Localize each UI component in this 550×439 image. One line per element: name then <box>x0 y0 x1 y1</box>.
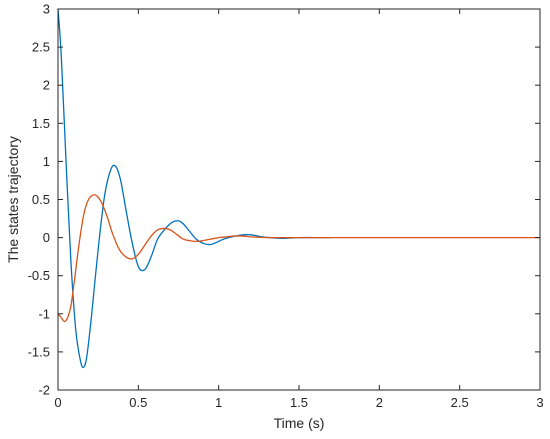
y-tick-label: 3 <box>43 2 50 17</box>
x-tick-label: 3 <box>536 395 543 410</box>
x-tick-label: 2.5 <box>451 395 469 410</box>
x-tick-label: 2 <box>376 395 383 410</box>
series-layer <box>57 8 540 369</box>
x-tick-label: 0 <box>54 395 61 410</box>
y-tick-label: -1 <box>38 306 50 321</box>
y-tick-label: 0.5 <box>32 192 50 207</box>
y-tick-label: 1 <box>43 154 50 169</box>
series-line-2 <box>57 194 540 323</box>
y-tick-label: -2 <box>38 383 50 398</box>
x-tick-label: 1.5 <box>290 395 308 410</box>
y-tick-label: -0.5 <box>28 268 50 283</box>
y-tick-label: 1.5 <box>32 116 50 131</box>
x-axis-label: Time (s) <box>274 415 325 431</box>
y-tick-label: 2 <box>43 78 50 93</box>
y-tick-label: 0 <box>43 230 50 245</box>
series-line-1 <box>57 8 332 369</box>
y-tick-label: 2.5 <box>32 40 50 55</box>
x-tick-label: 0.5 <box>129 395 147 410</box>
y-tick-label: -1.5 <box>28 344 50 359</box>
x-tick-label: 1 <box>215 395 222 410</box>
y-axis-label: The states trajectory <box>5 136 21 263</box>
ticks-layer: 0 0.5 1 1.5 2 2.5 3 -2 -1.5 -1 -0.5 0 0.5 1 1.5 2 2.5 3 <box>28 2 544 411</box>
